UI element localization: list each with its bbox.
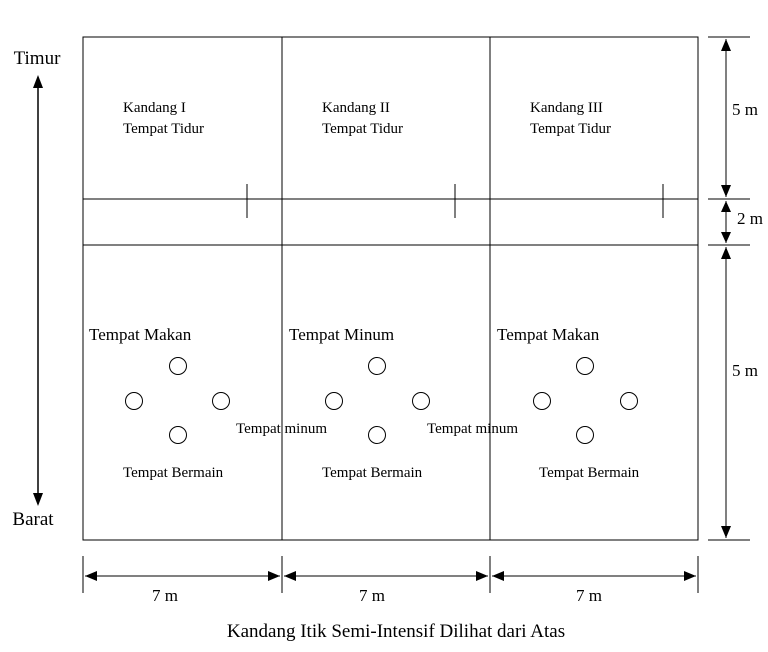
- arrow-up-icon: [721, 39, 731, 51]
- feeder-circle: [533, 392, 551, 410]
- arrow-right-icon: [684, 571, 696, 581]
- pen-1: Kandang I Tempat Tidur Tempat Makan Temp…: [89, 100, 230, 481]
- feeder-circle: [325, 392, 343, 410]
- feeder-circle: [169, 426, 187, 444]
- arrow-up-icon: [33, 75, 43, 88]
- feeder-circle: [412, 392, 430, 410]
- pen-2-name: Kandang II: [322, 100, 390, 116]
- feeder-circle: [169, 357, 187, 375]
- pen-2-sleep-label: Tempat Tidur: [322, 121, 403, 137]
- width-label-2: 7 m: [359, 586, 385, 605]
- feeder-circle: [368, 426, 386, 444]
- arrow-left-icon: [85, 571, 97, 581]
- arrow-right-icon: [476, 571, 488, 581]
- pen-1-name: Kandang I: [123, 100, 186, 116]
- pen-outline: [82, 36, 699, 541]
- height-label-1: 5 m: [732, 100, 758, 119]
- pen-1-play-label: Tempat Bermain: [123, 465, 224, 481]
- arrow-left-icon: [284, 571, 296, 581]
- width-label-3: 7 m: [576, 586, 602, 605]
- diagram-caption: Kandang Itik Semi-Intensif Dilihat dari …: [227, 621, 565, 642]
- feeder-circle: [212, 392, 230, 410]
- feeder-circle: [620, 392, 638, 410]
- arrow-down-icon: [33, 493, 43, 506]
- direction-indicator: Timur Barat: [12, 48, 61, 530]
- feeder-circle: [576, 426, 594, 444]
- between-label-1: Tempat minum: [236, 421, 327, 437]
- pen-grid: [82, 36, 699, 541]
- feeder-circle: [368, 357, 386, 375]
- pen-3-play-label: Tempat Bermain: [539, 465, 640, 481]
- arrow-down-icon: [721, 185, 731, 197]
- height-label-3: 5 m: [732, 361, 758, 380]
- pen-1-sleep-label: Tempat Tidur: [123, 121, 204, 137]
- pen-2-play-label: Tempat Bermain: [322, 465, 423, 481]
- arrow-down-icon: [721, 232, 731, 243]
- feeder-circle: [125, 392, 143, 410]
- pen-3-name: Kandang III: [530, 100, 603, 116]
- arrow-right-icon: [268, 571, 280, 581]
- feeder-circle: [576, 357, 594, 375]
- pen-3: Kandang III Tempat Tidur Tempat Makan Te…: [497, 100, 640, 481]
- between-label-2: Tempat minum: [427, 421, 518, 437]
- arrow-up-icon: [721, 201, 731, 212]
- direction-bottom-label: Barat: [12, 509, 54, 530]
- direction-top-label: Timur: [14, 48, 61, 69]
- arrow-up-icon: [721, 247, 731, 259]
- height-dimensions: [708, 36, 750, 541]
- arrow-left-icon: [492, 571, 504, 581]
- width-dimensions: [82, 556, 699, 593]
- width-label-1: 7 m: [152, 586, 178, 605]
- height-label-2: 2 m: [737, 209, 763, 228]
- pen-3-upper-label: Tempat Makan: [497, 325, 600, 344]
- pen-2-upper-label: Tempat Minum: [289, 325, 394, 344]
- pen-3-sleep-label: Tempat Tidur: [530, 121, 611, 137]
- arrow-down-icon: [721, 526, 731, 538]
- pen-2: Kandang II Tempat Tidur Tempat Minum Tem…: [289, 100, 430, 481]
- pen-1-upper-label: Tempat Makan: [89, 325, 192, 344]
